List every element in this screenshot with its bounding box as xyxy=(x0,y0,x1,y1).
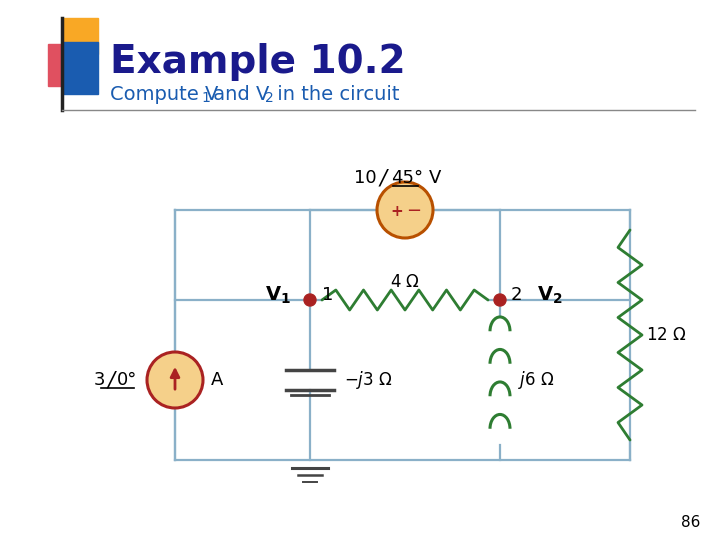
Bar xyxy=(62,18,98,54)
Text: 86: 86 xyxy=(680,515,700,530)
Text: 3: 3 xyxy=(94,371,105,389)
Text: /: / xyxy=(107,370,114,390)
Text: $j6\ \Omega$: $j6\ \Omega$ xyxy=(518,369,554,391)
Text: $-j3\ \Omega$: $-j3\ \Omega$ xyxy=(344,369,392,391)
Text: V: V xyxy=(429,169,441,187)
Text: and V: and V xyxy=(207,85,269,105)
Bar xyxy=(48,44,84,86)
Circle shape xyxy=(494,294,506,306)
Circle shape xyxy=(147,352,203,408)
Text: $\mathbf{V_2}$: $\mathbf{V_2}$ xyxy=(537,285,563,306)
Text: 0°: 0° xyxy=(117,371,138,389)
Circle shape xyxy=(304,294,316,306)
Text: Compute V: Compute V xyxy=(110,85,218,105)
Text: 1: 1 xyxy=(323,286,333,304)
Text: 45°: 45° xyxy=(391,169,423,187)
Bar xyxy=(62,42,98,94)
Text: 2: 2 xyxy=(510,286,522,304)
Text: 12 $\Omega$: 12 $\Omega$ xyxy=(646,326,687,344)
Text: A: A xyxy=(211,371,223,389)
Text: 4 $\Omega$: 4 $\Omega$ xyxy=(390,273,420,291)
Text: 2: 2 xyxy=(265,91,274,105)
Text: 1: 1 xyxy=(201,91,210,105)
Text: $\mathbf{V_1}$: $\mathbf{V_1}$ xyxy=(265,285,291,306)
Text: 10: 10 xyxy=(354,169,377,187)
Text: Example 10.2: Example 10.2 xyxy=(110,43,405,81)
Text: in the circuit: in the circuit xyxy=(271,85,400,105)
Circle shape xyxy=(377,182,433,238)
Text: −: − xyxy=(406,202,422,220)
Text: /: / xyxy=(379,168,387,188)
Text: +: + xyxy=(391,204,403,219)
